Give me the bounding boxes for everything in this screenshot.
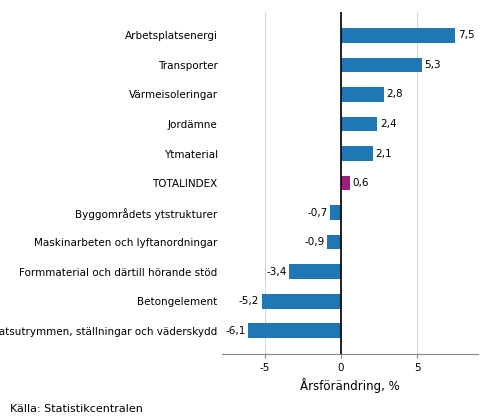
Text: -5,2: -5,2 [239,296,259,306]
Text: -3,4: -3,4 [266,267,287,277]
Bar [261,294,341,309]
Text: 5,3: 5,3 [424,60,441,70]
Bar [341,57,422,72]
X-axis label: Årsförändring, %: Årsförändring, % [300,378,400,393]
Bar [341,176,350,191]
Text: 7,5: 7,5 [458,30,474,40]
Bar [330,205,341,220]
Text: -0,9: -0,9 [305,237,325,247]
Bar [327,235,341,250]
Text: -6,1: -6,1 [225,326,246,336]
Text: Källa: Statistikcentralen: Källa: Statistikcentralen [10,404,143,414]
Text: 2,1: 2,1 [375,149,392,158]
Bar [341,116,378,131]
Bar [248,323,341,338]
Bar [341,146,373,161]
Text: 2,4: 2,4 [380,119,396,129]
Text: 0,6: 0,6 [352,178,369,188]
Bar [341,28,456,43]
Bar [341,87,384,102]
Text: 2,8: 2,8 [386,89,402,99]
Text: -0,7: -0,7 [308,208,328,218]
Bar [289,264,341,279]
